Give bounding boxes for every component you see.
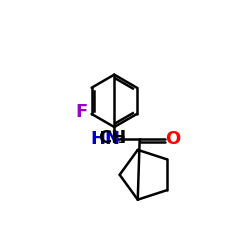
Text: 3: 3 — [118, 135, 125, 145]
Text: HN: HN — [90, 130, 120, 148]
Text: F: F — [76, 104, 88, 122]
Text: O: O — [165, 130, 180, 148]
Text: CH: CH — [98, 129, 127, 147]
